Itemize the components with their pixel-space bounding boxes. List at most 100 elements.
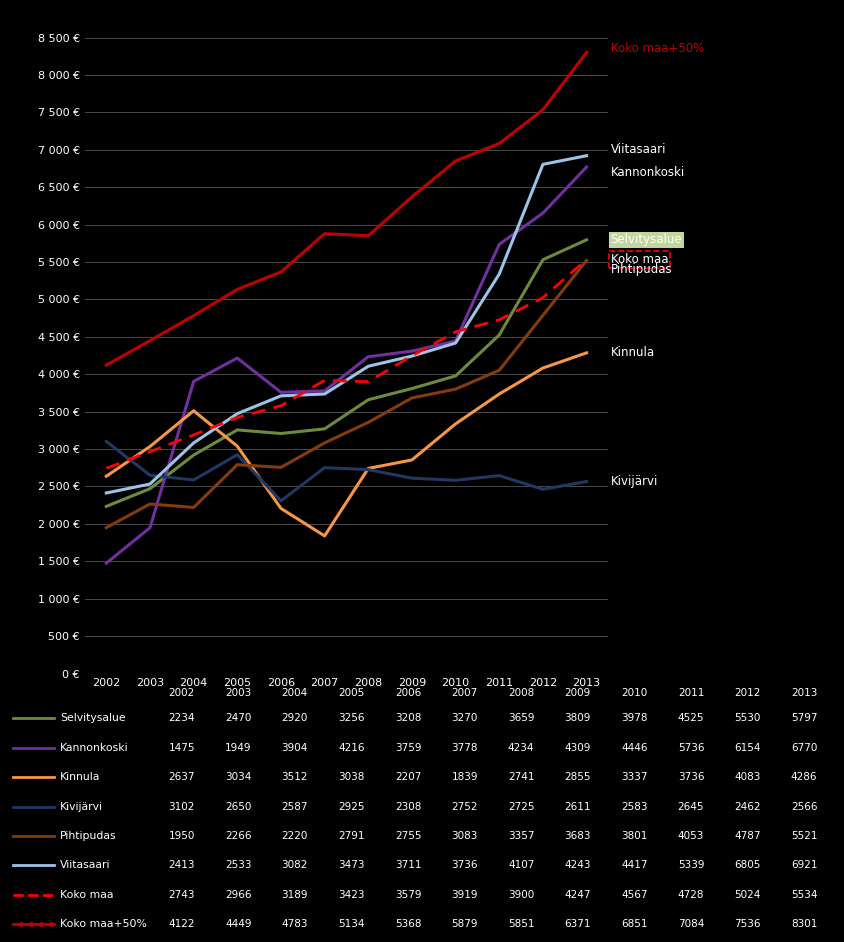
- Text: 2752: 2752: [451, 802, 477, 812]
- Text: 5534: 5534: [790, 890, 816, 900]
- Text: Selvitysalue: Selvitysalue: [60, 713, 125, 723]
- Text: 3711: 3711: [394, 860, 421, 870]
- Text: 3778: 3778: [451, 742, 477, 753]
- Text: 5879: 5879: [451, 919, 477, 930]
- Text: 3208: 3208: [394, 713, 420, 723]
- Text: Koko maa: Koko maa: [60, 890, 113, 900]
- Text: 3337: 3337: [620, 772, 647, 782]
- Text: 3659: 3659: [507, 713, 533, 723]
- Text: 2207: 2207: [394, 772, 420, 782]
- Text: 1475: 1475: [168, 742, 195, 753]
- Text: Selvitysalue: Selvitysalue: [610, 234, 681, 246]
- Text: Viitasaari: Viitasaari: [610, 143, 665, 156]
- Text: 4309: 4309: [564, 742, 590, 753]
- Text: 2966: 2966: [225, 890, 252, 900]
- Text: 3357: 3357: [507, 831, 533, 841]
- Text: 5521: 5521: [790, 831, 816, 841]
- Text: Viitasaari: Viitasaari: [60, 860, 111, 870]
- Text: 2007: 2007: [451, 689, 477, 698]
- Text: 3801: 3801: [620, 831, 647, 841]
- Text: 3038: 3038: [338, 772, 364, 782]
- Text: 6851: 6851: [620, 919, 647, 930]
- Text: Kinnula: Kinnula: [610, 347, 654, 359]
- Text: 3736: 3736: [677, 772, 703, 782]
- Text: Pihtipudas: Pihtipudas: [610, 263, 672, 276]
- Text: 4234: 4234: [507, 742, 533, 753]
- Text: 3083: 3083: [451, 831, 477, 841]
- Text: 2791: 2791: [338, 831, 365, 841]
- Text: 4107: 4107: [507, 860, 533, 870]
- Text: 5851: 5851: [507, 919, 533, 930]
- Text: 4449: 4449: [225, 919, 252, 930]
- Text: Kinnula: Kinnula: [60, 772, 100, 782]
- Text: 2925: 2925: [338, 802, 365, 812]
- Text: 4787: 4787: [733, 831, 760, 841]
- Text: 2006: 2006: [394, 689, 420, 698]
- Text: 6371: 6371: [564, 919, 590, 930]
- Text: 2009: 2009: [564, 689, 590, 698]
- Text: 2413: 2413: [168, 860, 195, 870]
- Text: 3579: 3579: [394, 890, 421, 900]
- Text: 3512: 3512: [281, 772, 308, 782]
- Text: 2470: 2470: [225, 713, 252, 723]
- Text: 2004: 2004: [281, 689, 307, 698]
- Text: 5736: 5736: [677, 742, 703, 753]
- Text: 2308: 2308: [394, 802, 420, 812]
- Text: 2855: 2855: [564, 772, 590, 782]
- Text: 3683: 3683: [564, 831, 590, 841]
- Text: 1950: 1950: [168, 831, 195, 841]
- Text: 3473: 3473: [338, 860, 365, 870]
- Text: 6921: 6921: [790, 860, 816, 870]
- Text: 2002: 2002: [168, 689, 195, 698]
- Text: 6770: 6770: [790, 742, 816, 753]
- Text: 2003: 2003: [225, 689, 251, 698]
- Text: 5797: 5797: [790, 713, 816, 723]
- Text: 3270: 3270: [451, 713, 477, 723]
- Text: 2611: 2611: [564, 802, 590, 812]
- Text: Kannonkoski: Kannonkoski: [610, 167, 684, 180]
- Text: 2012: 2012: [733, 689, 760, 698]
- Text: 2755: 2755: [394, 831, 421, 841]
- Text: 2220: 2220: [281, 831, 308, 841]
- Text: 3102: 3102: [168, 802, 195, 812]
- Text: Koko maa+50%: Koko maa+50%: [610, 42, 703, 56]
- Text: 2587: 2587: [281, 802, 308, 812]
- Text: 3034: 3034: [225, 772, 252, 782]
- Text: 2743: 2743: [168, 890, 195, 900]
- Text: 3978: 3978: [620, 713, 647, 723]
- Text: 7084: 7084: [677, 919, 703, 930]
- Text: 8301: 8301: [790, 919, 816, 930]
- Text: 2005: 2005: [338, 689, 364, 698]
- Text: 3736: 3736: [451, 860, 477, 870]
- Text: 2266: 2266: [225, 831, 252, 841]
- Text: 3082: 3082: [281, 860, 308, 870]
- Text: 4243: 4243: [564, 860, 590, 870]
- Text: 1839: 1839: [451, 772, 477, 782]
- Text: 3189: 3189: [281, 890, 308, 900]
- Text: 4728: 4728: [677, 890, 703, 900]
- Text: 5368: 5368: [394, 919, 421, 930]
- Text: 5530: 5530: [733, 713, 760, 723]
- Text: Koko maa: Koko maa: [610, 253, 668, 266]
- Text: 2637: 2637: [168, 772, 195, 782]
- Text: 6154: 6154: [733, 742, 760, 753]
- Text: 4567: 4567: [620, 890, 647, 900]
- Text: 4525: 4525: [677, 713, 703, 723]
- Text: Koko maa+50%: Koko maa+50%: [60, 919, 147, 930]
- Text: 2741: 2741: [507, 772, 533, 782]
- Text: Kivijärvi: Kivijärvi: [610, 475, 657, 488]
- Text: Kannonkoski: Kannonkoski: [60, 742, 128, 753]
- Text: 3256: 3256: [338, 713, 365, 723]
- Text: 7536: 7536: [733, 919, 760, 930]
- Text: 3809: 3809: [564, 713, 590, 723]
- Text: 3759: 3759: [394, 742, 421, 753]
- Text: 4446: 4446: [620, 742, 647, 753]
- Text: 2725: 2725: [507, 802, 533, 812]
- Text: 2583: 2583: [620, 802, 647, 812]
- Text: 6805: 6805: [733, 860, 760, 870]
- Text: 5339: 5339: [677, 860, 703, 870]
- Text: 4417: 4417: [620, 860, 647, 870]
- Text: 2566: 2566: [790, 802, 816, 812]
- Text: 4247: 4247: [564, 890, 590, 900]
- Text: 2234: 2234: [168, 713, 195, 723]
